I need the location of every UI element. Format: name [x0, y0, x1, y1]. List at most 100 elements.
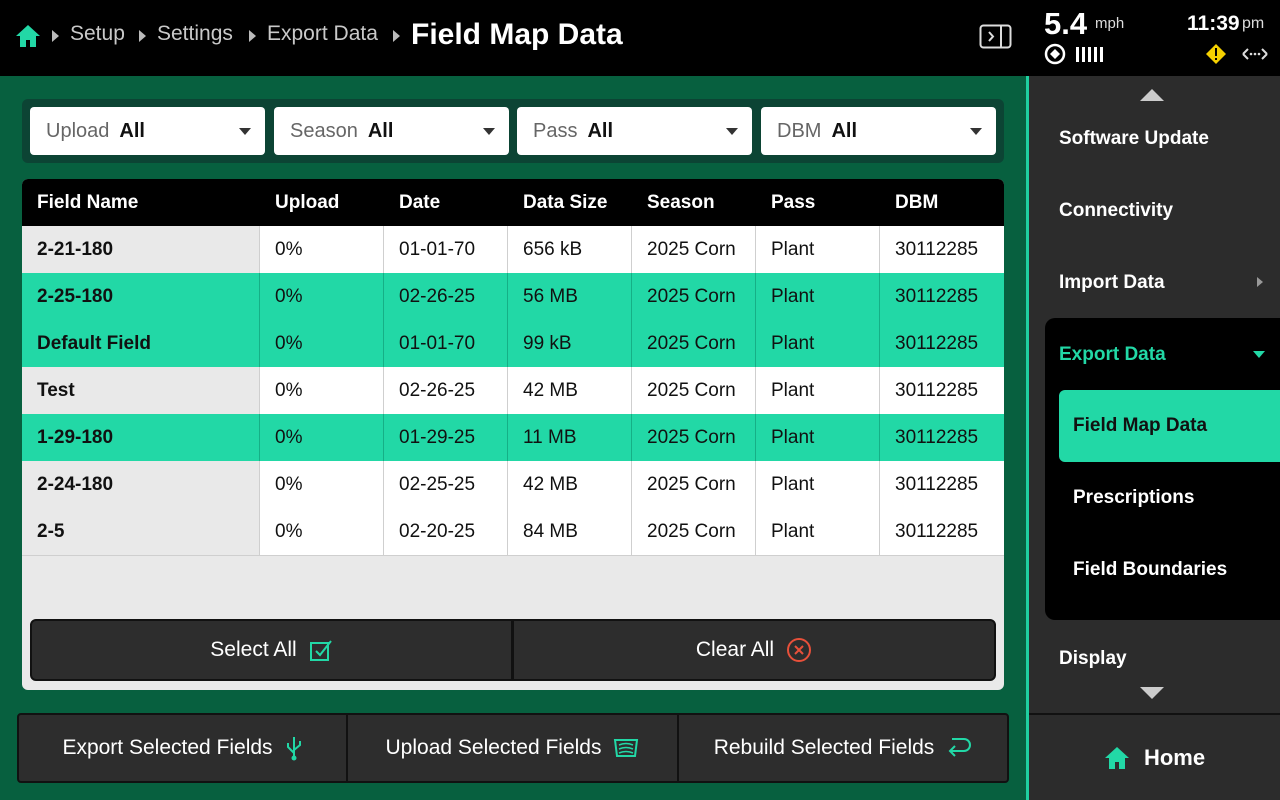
table-cell: 30112285 [880, 273, 1004, 321]
usb-icon [286, 737, 301, 761]
table-cell: 0% [260, 414, 384, 462]
table-cell: 0% [260, 367, 384, 415]
table-cell: Plant [756, 273, 880, 321]
filter-bar: Upload All Season All Pass All DBM All [22, 99, 1004, 163]
scroll-down[interactable] [1140, 687, 1164, 699]
submenu-item[interactable]: Field Map Data [1059, 390, 1280, 462]
table-cell: 2025 Corn [632, 367, 756, 415]
table-cell: Test [22, 367, 260, 415]
table-row[interactable]: 2-5 0% 02-20-25 84 MB 2025 Corn Plant 30112285 [22, 508, 1004, 556]
group-title[interactable]: Export Data [1059, 344, 1166, 365]
table-cell: 30112285 [880, 320, 1004, 368]
home-button[interactable]: Home [1029, 713, 1280, 800]
export-button[interactable]: Export Selected Fields [19, 715, 348, 781]
menu-item[interactable]: Connectivity [1059, 200, 1174, 221]
menu-item[interactable]: Software Update [1059, 128, 1209, 149]
breadcrumb[interactable]: Setup [70, 22, 125, 45]
table-cell: Plant [756, 320, 880, 368]
dropdown-caret [726, 128, 738, 135]
scroll-up[interactable] [1140, 89, 1164, 101]
separator [139, 30, 146, 42]
table-cell: 2025 Corn [632, 414, 756, 462]
table-cell: 11 MB [508, 414, 632, 462]
table-cell: 2-5 [22, 508, 260, 556]
table-cell: 0% [260, 508, 384, 556]
submenu-item[interactable]: Field Boundaries [1073, 559, 1228, 580]
rebuild-button[interactable]: Rebuild Selected Fields [679, 715, 1007, 781]
dropdown-caret [483, 128, 495, 135]
table-cell: 84 MB [508, 508, 632, 556]
dropdown-caret [239, 128, 251, 135]
table-row[interactable]: Default Field 0% 01-01-70 99 kB 2025 Corn Pla… [22, 320, 1004, 368]
table-cell: Plant [756, 508, 880, 556]
filter-label: Pass [533, 119, 578, 142]
table-cell: 01-01-70 [384, 226, 508, 274]
separator [393, 30, 400, 42]
table-cell: 2025 Corn [632, 508, 756, 556]
clock: 11:39 [1187, 12, 1240, 35]
table-cell: Default Field [22, 320, 260, 368]
filter-value: All [367, 119, 394, 142]
menu-item[interactable]: Display [1059, 648, 1127, 669]
filter-dropdown[interactable]: DBM All [761, 107, 996, 155]
table-cell: Plant [756, 461, 880, 509]
column-header[interactable]: Field Name [37, 192, 139, 213]
dropdown-caret [970, 128, 982, 135]
speed-unit: mph [1095, 15, 1125, 32]
clear-all-button[interactable]: Clear All [512, 619, 996, 681]
filter-dropdown[interactable]: Season All [274, 107, 509, 155]
button-label: Rebuild Selected Fields [713, 736, 935, 759]
table-cell: 30112285 [880, 367, 1004, 415]
column-header[interactable]: Upload [275, 192, 340, 213]
filter-dropdown[interactable]: Upload All [30, 107, 265, 155]
filter-value: All [831, 119, 858, 142]
field-table: Field Name Upload Date Data Size Season Pass D… [22, 179, 1004, 690]
table-cell: Plant [756, 414, 880, 462]
select-all-button[interactable]: Select All [30, 619, 513, 681]
table-row[interactable]: 2-21-180 0% 01-01-70 656 kB 2025 Corn Plant 30… [22, 226, 1004, 274]
breadcrumb[interactable]: Export Data [267, 22, 378, 45]
table-cell: 02-25-25 [384, 461, 508, 509]
home-icon[interactable] [15, 23, 41, 49]
speed: 5.4 [1044, 6, 1088, 41]
column-header[interactable]: Season [647, 192, 715, 213]
table-cell: 01-29-25 [384, 414, 508, 462]
table-cell: 99 kB [508, 320, 632, 368]
table-cell: 01-01-70 [384, 320, 508, 368]
table-cell: 0% [260, 461, 384, 509]
table-cell: 30112285 [880, 508, 1004, 556]
home-icon [1104, 746, 1129, 769]
menu-item[interactable]: Import Data [1059, 272, 1165, 293]
column-header[interactable]: Pass [771, 192, 816, 213]
column-header[interactable]: Data Size [523, 192, 608, 213]
table-row[interactable]: 2-25-180 0% 02-26-25 56 MB 2025 Corn Plant 301… [22, 273, 1004, 321]
menu-group: Export Data Field Map Data Prescriptions F… [1045, 318, 1280, 620]
upload-icon [614, 739, 639, 757]
table-cell: Plant [756, 226, 880, 274]
panel-toggle[interactable] [979, 24, 1012, 49]
table-cell: 656 kB [508, 226, 632, 274]
table-row[interactable]: Test 0% 02-26-25 42 MB 2025 Corn Plant 3011228… [22, 367, 1004, 415]
page-title: Field Map Data [411, 18, 623, 51]
upload-button[interactable]: Upload Selected Fields [348, 715, 679, 781]
separator [52, 30, 59, 42]
table-row[interactable]: 1-29-180 0% 01-29-25 11 MB 2025 Corn Plant 301… [22, 414, 1004, 462]
table-header: Field Name Upload Date Data Size Season Pass D… [22, 179, 1004, 226]
column-header[interactable]: Date [399, 192, 441, 213]
submenu-item[interactable]: Prescriptions [1073, 487, 1195, 508]
breadcrumb[interactable]: Settings [157, 22, 233, 45]
filter-label: Upload [46, 119, 110, 142]
top-bar: Setup Settings Export Data Field Map Dat… [0, 0, 1280, 76]
table-cell: Plant [756, 367, 880, 415]
check-icon [309, 640, 332, 661]
table-cell: 30112285 [880, 414, 1004, 462]
table-cell: 2025 Corn [632, 273, 756, 321]
filter-value: All [119, 119, 145, 142]
table-row[interactable]: 2-24-180 0% 02-25-25 42 MB 2025 Corn Plant 301… [22, 461, 1004, 509]
rebuild-icon [948, 738, 972, 757]
button-label: Export Selected Fields [62, 736, 273, 759]
table-cell: 30112285 [880, 226, 1004, 274]
column-header[interactable]: DBM [895, 192, 939, 213]
filter-dropdown[interactable]: Pass All [517, 107, 752, 155]
filter-label: DBM [777, 119, 822, 142]
